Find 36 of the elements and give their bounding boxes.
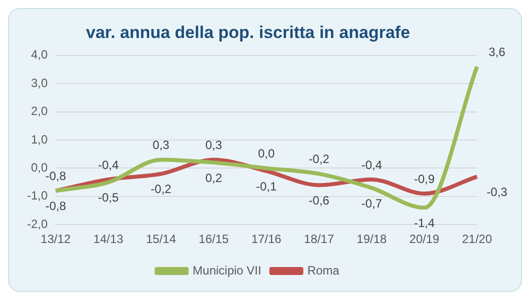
- data-label: -0,9: [414, 172, 435, 186]
- x-tick-label: 17/16: [251, 232, 282, 246]
- legend-label: Municipio VII: [192, 263, 262, 278]
- x-tick-label: 20/19: [409, 232, 440, 246]
- y-tick-label: 0,0: [30, 160, 48, 175]
- y-tick-label: -2,0: [26, 216, 48, 231]
- legend-label: Roma: [307, 263, 340, 278]
- x-tick-label: 15/14: [146, 232, 176, 246]
- x-tick-label: 14/13: [93, 232, 124, 246]
- data-label: 0,3: [205, 138, 222, 152]
- data-label: 0,3: [152, 138, 170, 152]
- x-tick-label: 21/20: [462, 232, 492, 246]
- y-tick-label: 4,0: [30, 48, 48, 62]
- data-label: -0,2: [150, 182, 172, 196]
- data-label: -0,7: [361, 196, 382, 210]
- data-label: -0,3: [486, 184, 508, 199]
- data-label: -0,8: [45, 199, 66, 214]
- y-tick-label: 3,0: [30, 76, 48, 90]
- data-label: 0,2: [205, 170, 222, 185]
- data-label: 3,6: [488, 44, 506, 59]
- data-label: -0,6: [308, 193, 330, 208]
- x-tick-label: 19/18: [356, 232, 388, 246]
- data-label: -0,5: [98, 190, 120, 205]
- x-tick-label: 13/12: [40, 232, 72, 246]
- chart-title: var. annua della pop. iscritta in anagrafe: [86, 22, 410, 42]
- y-tick-label: 2,0: [30, 104, 48, 118]
- data-label: -0,1: [256, 179, 277, 194]
- data-label: -0,4: [361, 158, 382, 172]
- x-tick-label: 18/17: [304, 232, 334, 246]
- x-tick-label: 16/15: [198, 232, 230, 246]
- data-label: -1,4: [414, 216, 435, 230]
- y-tick-label: -1,0: [26, 188, 48, 203]
- data-label: -0,4: [98, 158, 120, 172]
- data-label: 0,0: [258, 146, 276, 161]
- data-label: -0,2: [308, 152, 330, 166]
- y-tick-label: 1,0: [30, 132, 48, 146]
